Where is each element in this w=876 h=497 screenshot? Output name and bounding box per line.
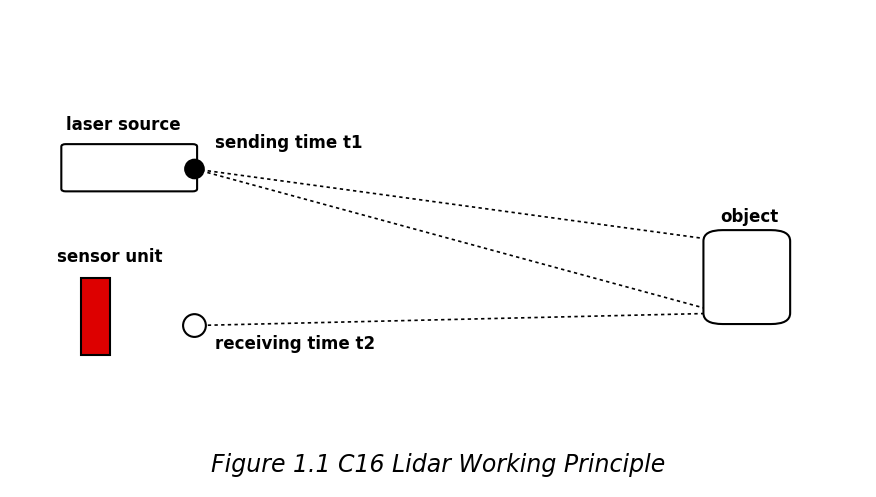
Text: laser source: laser source [66, 116, 180, 134]
Text: Figure 1.1 C16 Lidar Working Principle: Figure 1.1 C16 Lidar Working Principle [211, 453, 665, 477]
FancyBboxPatch shape [61, 144, 197, 191]
Bar [81, 278, 110, 355]
Ellipse shape [183, 314, 206, 337]
Text: object: object [720, 208, 778, 226]
Text: sending time t1: sending time t1 [215, 134, 362, 152]
FancyBboxPatch shape [703, 230, 790, 324]
Text: receiving time t2: receiving time t2 [215, 335, 375, 353]
Text: sensor unit: sensor unit [57, 248, 162, 266]
Ellipse shape [185, 160, 204, 178]
